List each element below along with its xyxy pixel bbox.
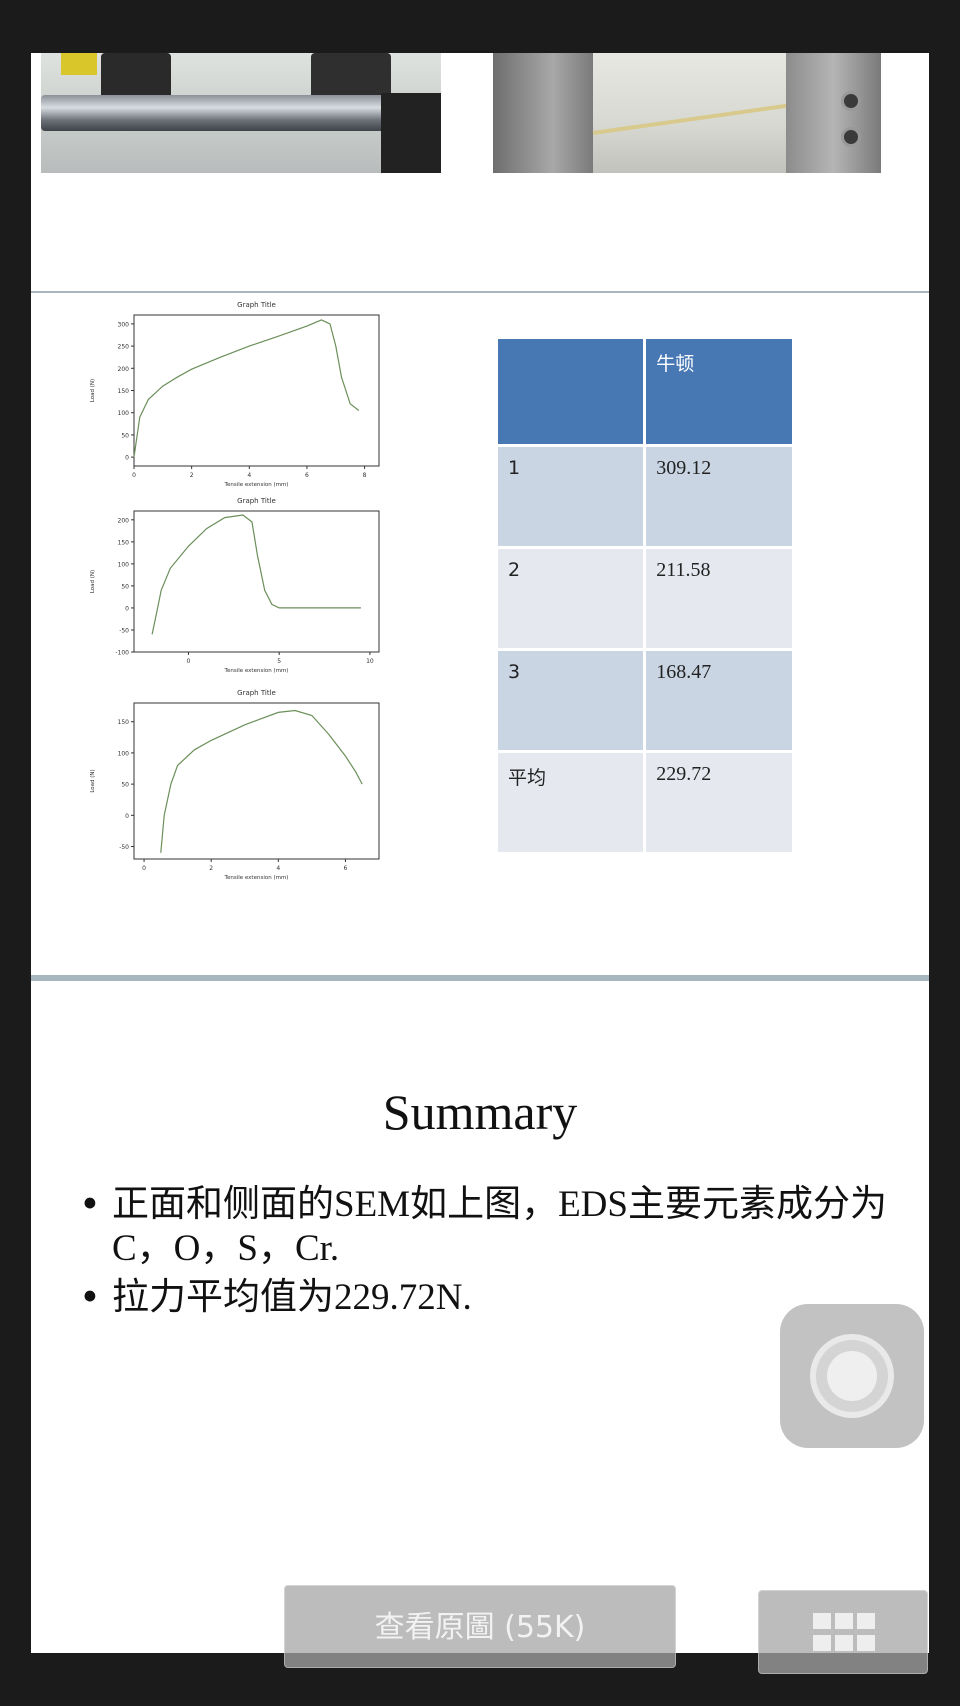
label-tag [61, 53, 97, 75]
chart-title: Graph Title [237, 497, 276, 505]
x-axis-label: Tensile extension (mm) [224, 668, 289, 674]
table-cell: 229.72 [646, 753, 792, 852]
y-tick-label: 150 [118, 719, 130, 726]
y-axis-label: Load (N) [90, 769, 96, 792]
plot-area [133, 314, 380, 467]
grid-view-button[interactable] [758, 1590, 928, 1674]
table-cell: 2 [498, 549, 644, 648]
table-row: 3 168.47 [498, 651, 792, 750]
tensile-grip-photo-right [493, 53, 881, 173]
x-tick-label: 5 [277, 658, 281, 665]
table-row: 平均 229.72 [498, 753, 792, 852]
load-extension-chart: Graph Title 150 100 50 0 -50 0 2 4 6 Tensile exten… [90, 689, 380, 881]
x-tick-label: 8 [363, 472, 367, 479]
y-tick-label: -50 [119, 627, 129, 634]
y-tick-label: 100 [118, 750, 130, 757]
tensile-machine-photo-left [41, 53, 441, 173]
plot-area [133, 510, 380, 653]
bolt [841, 127, 861, 147]
slide-summary: Summary • 正面和侧面的SEM如上图，EDS主要元素成分为C，O，S，Cr… [31, 983, 929, 1653]
table-header-cell [498, 339, 644, 444]
table-cell: 1 [498, 447, 644, 546]
summary-bullet: • 拉力平均值为229.72N. [77, 1276, 917, 1320]
x-tick-label: 2 [209, 865, 213, 872]
test-fiber [592, 103, 792, 135]
steel-rod [41, 95, 401, 131]
load-extension-chart: Graph Title 200 150 100 50 0 -50 -100 0 5 10 Tensil… [90, 497, 380, 674]
y-tick-label: 100 [118, 561, 130, 568]
y-tick-label: 150 [118, 539, 130, 546]
grip-left [493, 53, 593, 173]
slide-viewer[interactable]: Graph Title 300 250 200 150 100 50 0 0 2 4 6 8 Tensil… [31, 53, 929, 1653]
load-curve [151, 514, 361, 635]
y-tick-label: 50 [121, 432, 129, 439]
table-cell: 211.58 [646, 549, 792, 648]
y-tick-label: 50 [121, 583, 129, 590]
y-tick-label: 50 [121, 782, 129, 789]
x-tick-label: 6 [305, 472, 309, 479]
x-tick-label: 10 [366, 658, 374, 665]
machine-frame [381, 93, 441, 173]
chart-title: Graph Title [237, 301, 276, 309]
y-tick-label: 200 [118, 517, 130, 524]
y-tick-label: 0 [125, 813, 129, 820]
grip-right [786, 53, 881, 173]
load-curve [160, 709, 363, 853]
force-table-container: 牛顿 1 309.12 2 211.58 3 168.47 [495, 336, 795, 852]
load-extension-chart: Graph Title 300 250 200 150 100 50 0 0 2 4 6 8 Tensil… [90, 301, 380, 488]
x-tick-label: 2 [190, 472, 194, 479]
table-header-cell: 牛顿 [646, 339, 792, 444]
assistive-core-icon [827, 1351, 877, 1401]
load-graph-1: Graph Title 300 250 200 150 100 50 0 0 2 4 6 8 Tensil… [79, 297, 389, 492]
bullet-dot-icon: • [79, 1276, 101, 1319]
load-graph-2: Graph Title 200 150 100 50 0 -50 -100 0 5 10 Tensil… [79, 493, 389, 678]
x-axis-label: Tensile extension (mm) [224, 482, 289, 488]
grid-icon [813, 1613, 875, 1653]
y-tick-label: -50 [119, 844, 129, 851]
summary-bullet-text: 正面和侧面的SEM如上图，EDS主要元素成分为C，O，S，Cr. [112, 1184, 887, 1269]
y-tick-label: 100 [118, 410, 130, 417]
plot-area [133, 702, 380, 860]
y-tick-label: 300 [118, 321, 130, 328]
y-axis-label: Load (N) [90, 570, 96, 593]
x-tick-label: 0 [142, 865, 146, 872]
x-tick-label: 6 [344, 865, 348, 872]
table-cell: 168.47 [646, 651, 792, 750]
table-row: 1 309.12 [498, 447, 792, 546]
table-cell: 平均 [498, 753, 644, 852]
y-tick-label: -100 [115, 650, 129, 657]
slide-separator [31, 975, 929, 981]
summary-bullets: • 正面和侧面的SEM如上图，EDS主要元素成分为C，O，S，Cr. • 拉力平均值… [77, 1183, 917, 1325]
y-axis-label: Load (N) [90, 379, 96, 402]
summary-bullet: • 正面和侧面的SEM如上图，EDS主要元素成分为C，O，S，Cr. [77, 1183, 917, 1271]
load-curve [133, 319, 360, 458]
table-cell: 309.12 [646, 447, 792, 546]
force-table: 牛顿 1 309.12 2 211.58 3 168.47 [495, 336, 795, 855]
y-tick-label: 250 [118, 344, 130, 351]
x-axis-label: Tensile extension (mm) [224, 875, 289, 881]
view-original-button[interactable]: 查看原圖 (55K) [284, 1585, 676, 1668]
y-tick-label: 0 [125, 605, 129, 612]
table-row: 2 211.58 [498, 549, 792, 648]
load-graph-3: Graph Title 150 100 50 0 -50 0 2 4 6 Tensile exten… [79, 685, 389, 885]
bolt [841, 91, 861, 111]
y-tick-label: 0 [125, 455, 129, 462]
bullet-dot-icon: • [79, 1183, 101, 1226]
y-tick-label: 200 [118, 366, 130, 373]
x-tick-label: 4 [247, 472, 251, 479]
summary-title: Summary [382, 1084, 578, 1140]
slide-tensile-results: Graph Title 300 250 200 150 100 50 0 0 2 4 6 8 Tensil… [31, 293, 929, 919]
y-tick-label: 150 [118, 388, 130, 395]
assistive-ring-icon [810, 1334, 894, 1418]
x-tick-label: 0 [132, 472, 136, 479]
summary-bullet-text: 拉力平均值为229.72N. [112, 1277, 472, 1318]
x-tick-label: 4 [276, 865, 280, 872]
assistive-touch-button[interactable] [780, 1304, 924, 1448]
chart-title: Graph Title [237, 689, 276, 697]
table-cell: 3 [498, 651, 644, 750]
x-tick-label: 0 [187, 658, 191, 665]
